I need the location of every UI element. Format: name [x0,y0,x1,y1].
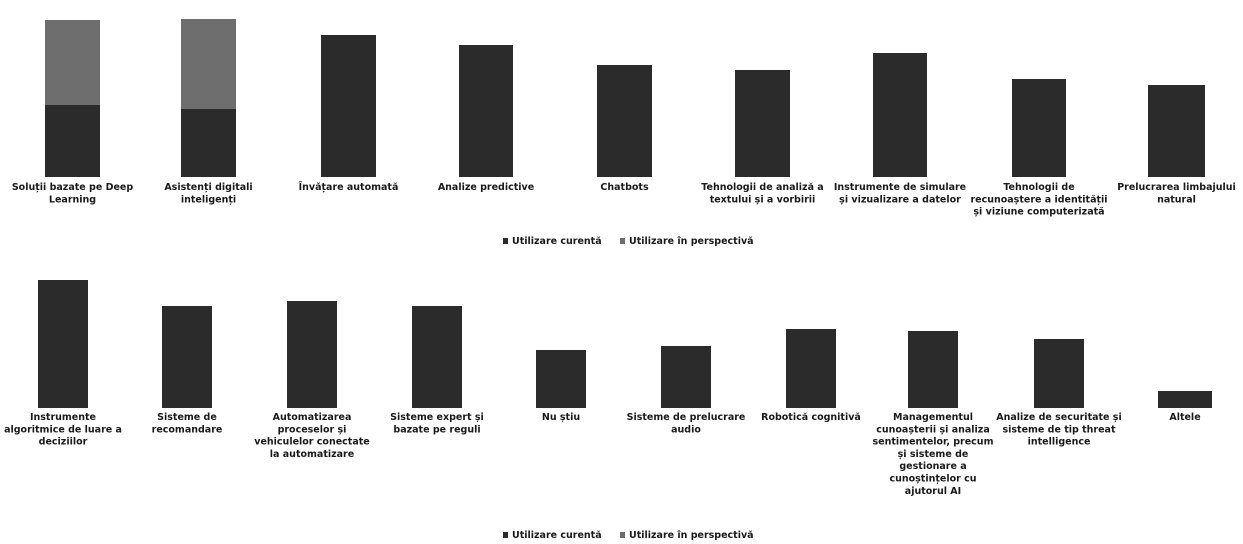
category-label-line: vehiculelor conectate [254,437,369,448]
bar-current-1 [45,105,100,177]
category-label-line: Instrumente [30,412,96,423]
legend-top-perspective-label: Utilizare în perspectivă [629,236,754,247]
category-label-line: Învățare automată [299,181,399,193]
category-label-line: Automatizarea [273,412,352,423]
bar-current-4 [459,45,513,177]
bar-current-1 [38,280,88,408]
category-label-1: Instrumente algoritmice de luare a decizii… [4,412,122,448]
legend-top-current-swatch [503,238,508,244]
chart-bottom: Instrumente algoritmice de luare a decizii… [4,280,1212,497]
legend-bottom: Utilizare curentă Utilizare în perspecti… [503,530,754,541]
category-label-line: Sisteme expert și [390,412,484,423]
legend-bottom-current-label: Utilizare curentă [512,530,602,541]
bar-current-5 [536,350,586,408]
category-label-line: Nu știu [542,412,580,423]
category-label-line: recomandare [152,424,223,435]
category-label-9: Prelucrarea limbajului natural [1117,182,1236,205]
bar-current-2 [181,109,236,177]
category-label-line: Sisteme de [157,412,217,423]
category-label-5: Nu știu [542,412,580,423]
category-label-8: Managementul cunoașterii și analiza sentim… [873,412,994,497]
bar-perspective-2 [181,19,236,109]
bar-current-8 [1012,79,1066,177]
category-label-line: și viziune computerizată [973,207,1104,218]
category-label-line: audio [671,424,701,435]
category-label-4: Analize predictive [438,182,534,193]
category-label-line: intelligence [1028,437,1091,448]
bar-current-5 [597,65,652,177]
bar-current-6 [735,70,790,177]
bar-current-8 [908,331,958,408]
category-label-line: bazate pe reguli [393,424,480,435]
category-label-9: Analize de securitate și sisteme de tip t… [996,412,1121,448]
category-label-2: Asistenți digitali inteligenți [164,182,252,205]
category-label-line: și sisteme de [898,449,969,460]
category-label-line: proceselor și [278,424,347,435]
category-label-line: cunoștințelor cu [889,474,976,485]
category-label-line: natural [1157,194,1196,205]
bar-current-9 [1148,85,1205,177]
bar-current-7 [786,329,836,408]
legend-top: Utilizare curentă Utilizare în perspecti… [503,236,754,247]
category-label-line: deciziilor [39,437,88,448]
category-label-line: Sisteme de prelucrare [627,412,746,423]
category-label-8: Tehnologii de recunoaștere a identității ș… [970,182,1107,218]
category-label-7: Instrumente de simulare și vizualizare a … [834,182,966,205]
category-label-line: inteligenți [181,194,236,205]
category-label-4: Sisteme expert și bazate pe reguli [390,412,484,435]
category-label-line: Chatbots [600,182,649,193]
category-label-line: Tehnologii de [1003,182,1074,193]
legend-bottom-perspective-swatch [620,532,625,538]
category-label-10: Altele [1169,412,1200,423]
bar-perspective-1 [45,20,100,105]
bar-current-6 [661,346,711,408]
category-label-7: Robotică cognitivă [761,412,861,423]
category-label-3: Învățare automată [299,181,399,193]
category-label-line: Robotică cognitivă [761,412,861,423]
legend-bottom-perspective-label: Utilizare în perspectivă [629,530,754,541]
category-label-6: Tehnologii de analiză a textului și a vor… [701,182,823,205]
category-label-line: Analize de securitate și [996,412,1121,423]
category-label-line: cunoașterii și analiza [876,424,990,435]
category-label-5: Chatbots [600,182,649,193]
category-label-line: sentimentelor, precum [873,437,994,448]
category-label-line: Learning [49,194,96,205]
category-label-line: textului și a vorbirii [710,194,816,205]
chart-top: Soluții bazate pe Deep Learning Asistenți … [12,19,1236,218]
category-label-line: Asistenți digitali [164,182,252,193]
category-label-6: Sisteme de prelucrare audio [627,412,746,435]
category-label-1: Soluții bazate pe Deep Learning [12,182,134,205]
category-label-line: ajutorul AI [905,486,961,497]
bar-current-3 [287,301,337,408]
category-label-line: la automatizare [270,449,354,460]
bar-current-2 [162,306,212,408]
bar-current-7 [873,53,927,177]
legend-top-perspective-swatch [620,238,625,244]
legend-bottom-current-swatch [503,532,508,538]
category-label-line: sisteme de tip threat [1002,424,1115,435]
bar-current-10 [1158,391,1212,408]
category-label-line: Altele [1169,412,1200,423]
category-label-line: și vizualizare a datelor [839,194,961,205]
category-label-line: Prelucrarea limbajului [1117,182,1236,193]
category-label-line: algoritmice de luare a [4,424,122,435]
category-label-line: Tehnologii de analiză a [701,182,823,193]
category-label-line: recunoaștere a identității [970,194,1107,205]
category-label-line: Instrumente de simulare [834,182,966,193]
category-label-line: Soluții bazate pe Deep [12,182,134,193]
category-label-line: gestionare a [899,461,966,472]
bar-current-9 [1034,339,1084,408]
bar-current-4 [412,306,462,408]
category-label-3: Automatizarea proceselor și vehiculelor co… [254,412,369,460]
category-label-line: Analize predictive [438,182,534,193]
category-label-2: Sisteme de recomandare [152,412,223,435]
category-label-line: Managementul [893,412,973,423]
bar-current-3 [321,35,376,177]
legend-top-current-label: Utilizare curentă [512,236,602,247]
